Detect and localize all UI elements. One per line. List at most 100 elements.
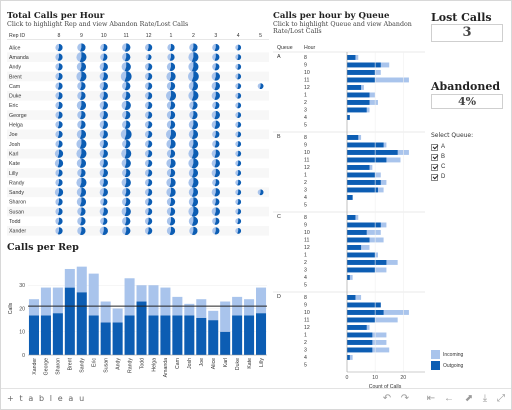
pie-mark[interactable] [211,72,220,81]
pie-mark[interactable] [188,187,199,197]
pie-mark[interactable] [144,111,153,119]
pie-mark[interactable] [144,150,153,158]
pie-mark[interactable] [235,208,242,215]
pie-mark[interactable] [188,177,199,188]
pie-mark[interactable] [76,187,86,197]
pie-mark[interactable] [121,206,131,217]
legend-item-incoming[interactable]: Incoming [431,349,463,360]
pie-mark[interactable] [165,129,177,140]
queue-bar[interactable] [347,340,387,345]
pie-mark[interactable] [144,92,153,100]
pie-mark[interactable] [144,227,153,235]
pie-mark[interactable] [212,101,220,110]
pie-mark[interactable] [166,62,176,71]
pie-mark[interactable] [55,43,63,52]
queue-bar[interactable] [347,135,362,140]
pie-mark[interactable] [122,43,131,52]
pie-mark[interactable] [99,168,108,178]
pie-mark[interactable] [122,120,131,129]
pie-mark[interactable] [235,63,242,70]
queue-bar[interactable] [347,165,373,170]
queue-option-d[interactable]: D [431,172,473,182]
undo-icon[interactable]: ↶ [382,393,392,404]
rep-bar[interactable] [244,299,255,355]
legend-item-outgoing[interactable]: Outgoing [431,360,463,371]
pie-mark[interactable] [145,54,152,61]
pie-mark[interactable] [76,100,87,111]
pie-mark[interactable] [122,53,131,62]
queue-bar[interactable] [347,85,364,90]
pie-mark[interactable] [55,169,63,177]
pie-mark[interactable] [55,111,63,119]
calls-per-rep-chart[interactable]: Calls 0 10 20 30 Xander George Sharon Brent Sandy… [4,256,270,388]
pie-mark[interactable] [100,53,108,61]
pie-mark[interactable] [166,168,176,178]
rep-bar[interactable] [136,285,147,355]
pie-mark[interactable] [122,139,131,149]
pie-mark[interactable] [212,140,220,148]
revert-icon[interactable]: ⇤ [426,393,436,404]
queue-bar[interactable] [347,115,350,120]
pie-mark[interactable] [166,139,176,149]
rep-bar[interactable] [172,296,183,355]
rep-bar[interactable] [76,266,87,355]
queue-bar[interactable] [347,267,387,273]
pie-mark[interactable] [235,160,242,167]
queue-bar[interactable] [347,325,370,330]
pie-mark[interactable] [76,148,87,159]
queue-bar[interactable] [347,302,381,308]
queue-bar[interactable] [347,310,409,315]
pie-mark[interactable] [166,71,176,82]
queue-bar[interactable] [347,252,378,258]
pie-mark[interactable] [235,179,242,186]
pie-mark[interactable] [99,110,108,120]
pie-mark[interactable] [235,150,242,157]
pie-mark[interactable] [188,206,199,217]
pie-mark[interactable] [235,83,242,89]
pie-mark[interactable] [166,110,176,120]
pie-mark[interactable] [212,53,220,61]
pie-mark[interactable] [55,82,63,90]
pie-mark[interactable] [99,62,108,71]
pie-mark[interactable] [99,207,108,216]
pie-mark[interactable] [55,140,63,148]
rep-bar[interactable] [28,299,39,355]
pie-mark[interactable] [100,198,108,206]
pie-mark[interactable] [144,72,153,81]
queue-bar[interactable] [347,55,359,60]
pie-mark[interactable] [122,91,131,100]
pie-mark[interactable] [99,139,108,149]
queue-bar[interactable] [347,142,387,148]
pie-mark[interactable] [211,207,220,216]
pie-mark[interactable] [122,197,131,207]
pie-mark[interactable] [166,197,176,207]
pie-mark[interactable] [99,81,108,91]
pie-mark[interactable] [144,101,153,110]
pie-mark[interactable] [212,217,220,225]
pie-mark[interactable] [144,140,153,148]
queue-bar[interactable] [347,180,387,185]
pie-mark[interactable] [166,187,176,197]
pie-mark[interactable] [166,120,176,129]
pie-mark[interactable] [76,197,87,207]
pie-mark[interactable] [76,129,87,139]
pie-mark[interactable] [122,81,131,91]
checkbox-d[interactable] [431,173,438,181]
pie-mark[interactable] [77,91,86,100]
queue-bar[interactable] [347,77,409,83]
pie-mark[interactable] [211,81,220,91]
pie-mark[interactable] [76,138,87,150]
checkbox-b[interactable] [431,153,438,161]
rep-bar[interactable] [220,301,231,355]
queue-bar[interactable] [347,92,376,98]
pie-mark[interactable] [99,101,108,110]
pie-mark[interactable] [166,226,176,235]
queue-bar[interactable] [347,100,378,105]
pie-mark[interactable] [212,63,220,71]
pie-mark[interactable] [235,227,242,234]
pie-mark[interactable] [55,92,63,100]
pie-mark[interactable] [77,226,86,235]
download-icon[interactable]: ⤓ [482,393,488,404]
pie-mark[interactable] [212,43,220,52]
